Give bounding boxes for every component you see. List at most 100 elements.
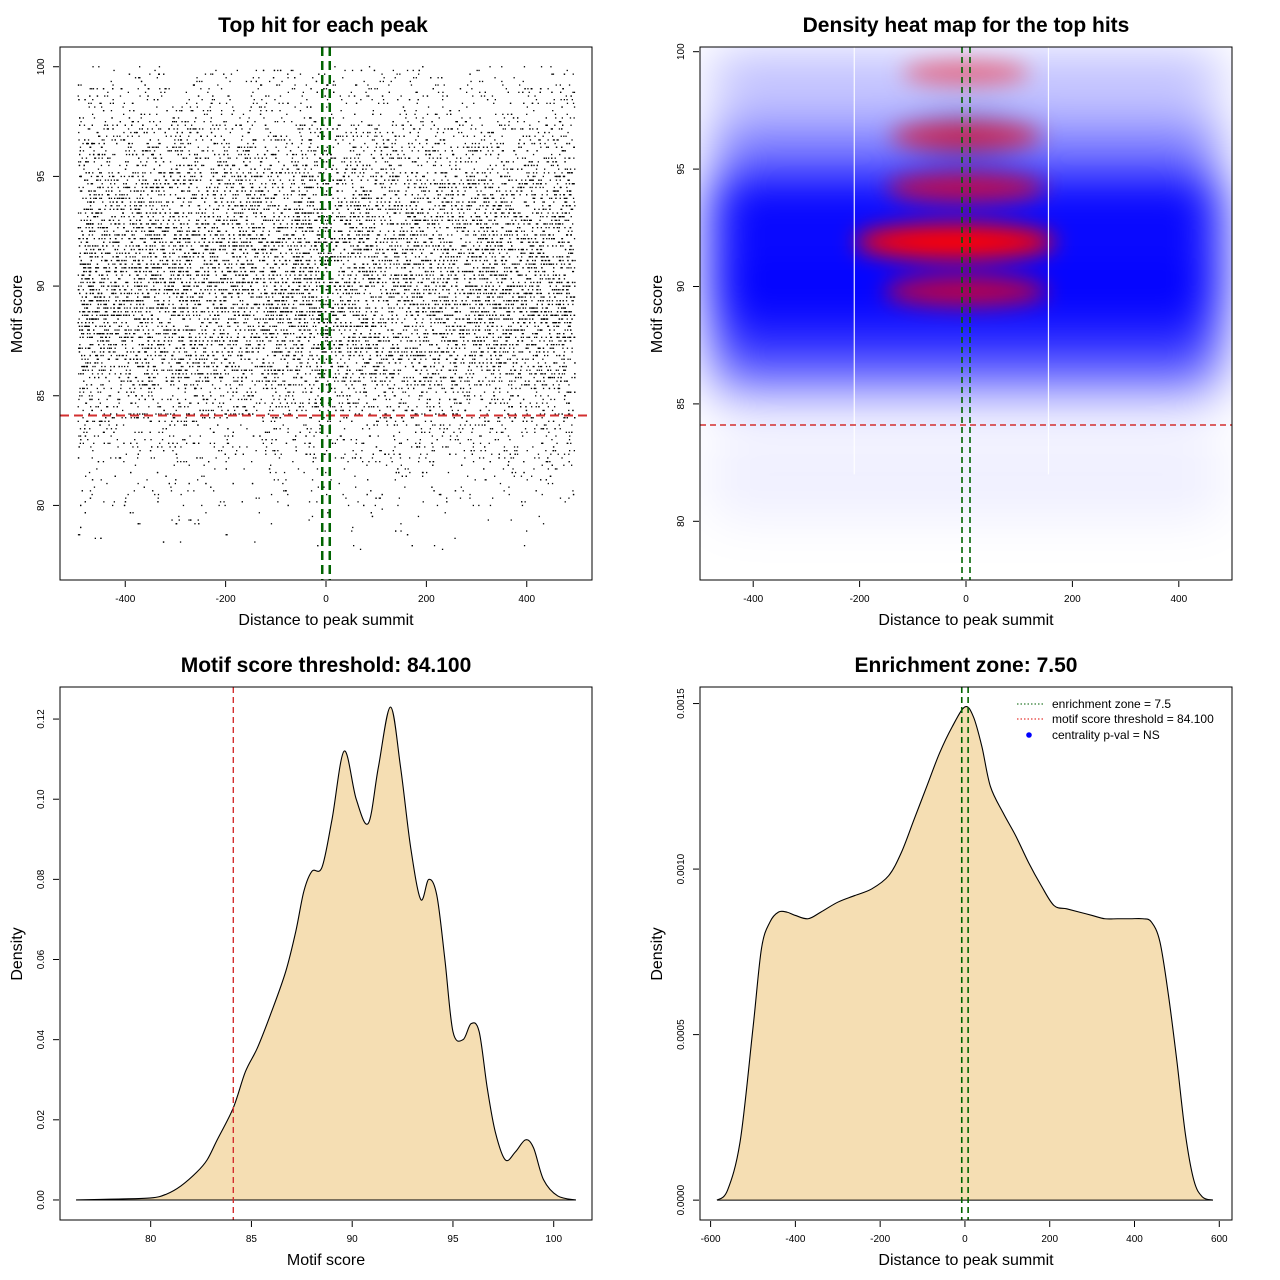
data-point xyxy=(100,303,102,306)
data-point xyxy=(102,461,105,463)
data-point xyxy=(506,289,508,291)
data-point xyxy=(317,395,319,397)
data-point xyxy=(173,267,175,269)
data-point xyxy=(143,201,145,203)
data-point xyxy=(284,303,286,306)
data-point xyxy=(140,205,142,207)
data-point xyxy=(445,376,447,379)
data-point xyxy=(467,84,469,86)
data-point xyxy=(395,124,397,126)
data-point xyxy=(157,263,160,265)
data-point xyxy=(530,263,532,265)
data-point xyxy=(227,157,229,159)
data-point xyxy=(396,194,398,196)
data-point xyxy=(268,296,270,298)
data-point xyxy=(456,307,458,309)
data-point xyxy=(455,205,457,207)
data-point xyxy=(394,439,396,441)
data-point xyxy=(199,303,202,306)
data-point xyxy=(89,197,92,199)
data-point xyxy=(384,256,386,258)
data-point xyxy=(534,197,536,199)
data-point xyxy=(273,153,275,156)
data-point xyxy=(170,278,172,280)
data-point xyxy=(195,362,197,364)
data-point xyxy=(151,245,154,247)
data-point xyxy=(560,318,563,320)
data-point xyxy=(197,212,200,214)
data-point xyxy=(312,77,314,79)
data-point xyxy=(499,351,501,353)
data-point xyxy=(350,91,352,93)
data-point xyxy=(300,223,303,225)
data-point xyxy=(231,292,233,295)
data-point xyxy=(267,365,269,368)
data-point xyxy=(398,190,400,192)
data-point xyxy=(562,216,564,218)
data-point xyxy=(307,172,309,174)
data-point xyxy=(281,212,283,214)
data-point xyxy=(288,216,290,218)
data-point xyxy=(472,183,475,185)
data-point xyxy=(489,245,492,247)
data-point xyxy=(569,168,572,170)
data-point xyxy=(294,354,296,357)
data-point xyxy=(310,223,312,225)
data-point xyxy=(176,347,178,349)
data-point xyxy=(108,344,110,346)
data-point xyxy=(175,263,177,265)
data-point xyxy=(340,267,342,269)
data-point xyxy=(362,358,364,360)
data-point xyxy=(108,190,110,192)
data-point xyxy=(537,131,540,134)
data-point xyxy=(454,329,456,331)
data-point xyxy=(322,406,324,408)
data-point xyxy=(295,172,297,174)
data-point xyxy=(552,139,555,141)
data-point xyxy=(476,267,479,269)
data-point xyxy=(230,387,232,390)
data-point xyxy=(338,307,340,309)
data-point xyxy=(185,373,187,375)
data-point xyxy=(448,263,451,265)
data-point xyxy=(203,365,205,368)
data-point xyxy=(515,336,517,338)
data-point xyxy=(326,128,329,130)
data-point xyxy=(242,205,244,207)
data-point xyxy=(363,150,365,152)
data-point xyxy=(393,395,395,397)
data-point xyxy=(382,300,385,302)
data-point xyxy=(456,157,458,159)
data-point xyxy=(264,329,266,331)
data-point xyxy=(393,168,395,170)
data-point xyxy=(547,88,549,90)
data-point xyxy=(566,186,568,189)
data-point xyxy=(84,303,86,306)
data-point xyxy=(94,197,97,199)
data-point xyxy=(468,380,470,382)
data-point xyxy=(450,274,452,276)
data-point xyxy=(233,234,235,236)
data-point xyxy=(296,252,298,254)
data-point xyxy=(496,318,498,320)
data-point xyxy=(179,234,181,236)
data-point xyxy=(135,183,137,185)
data-point xyxy=(545,227,547,229)
data-point xyxy=(142,227,144,229)
data-point xyxy=(416,179,418,181)
data-point xyxy=(194,340,196,342)
data-point xyxy=(295,278,297,280)
data-point xyxy=(182,373,184,375)
data-point xyxy=(463,223,465,225)
data-point xyxy=(161,238,163,240)
data-point xyxy=(451,354,453,357)
data-point xyxy=(103,230,106,232)
data-point xyxy=(244,318,246,320)
data-point xyxy=(219,183,221,185)
data-point xyxy=(130,267,133,269)
data-point xyxy=(420,234,422,236)
data-point xyxy=(201,413,203,415)
panel-title: Top hit for each peak xyxy=(218,14,428,37)
data-point xyxy=(468,146,470,148)
data-point xyxy=(308,446,310,448)
